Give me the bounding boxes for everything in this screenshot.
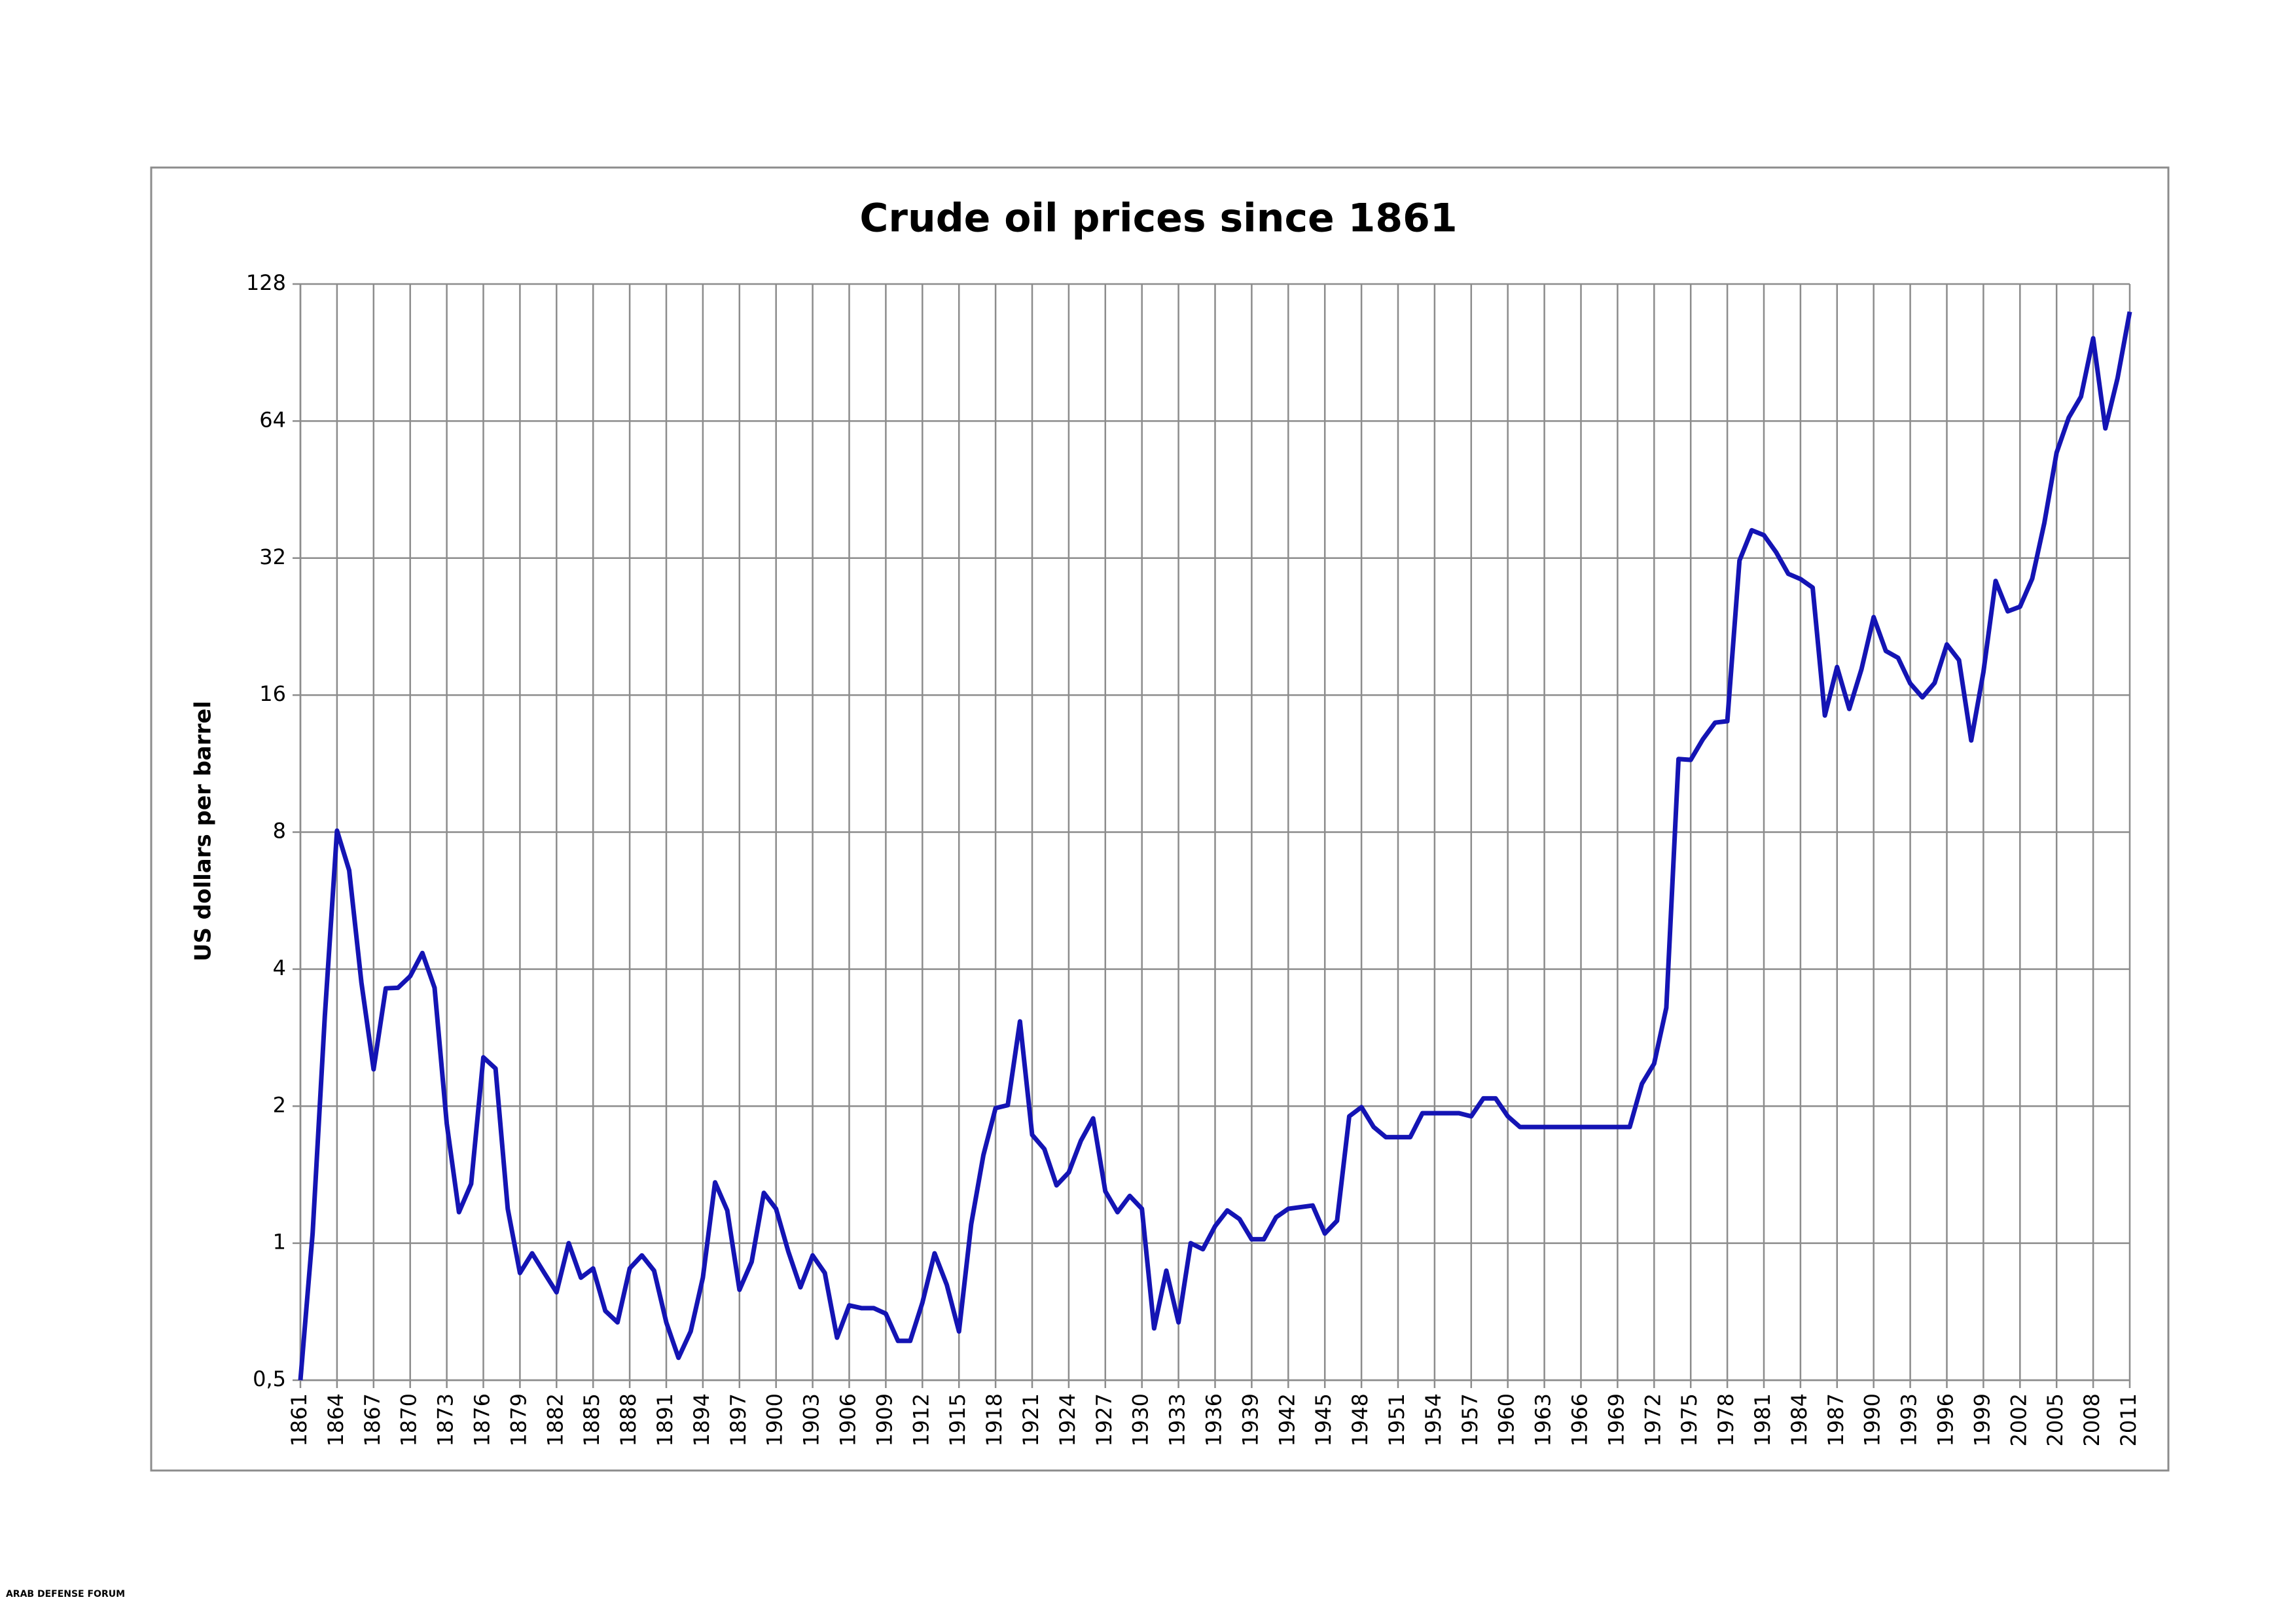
y-tick-label: 64 [259,407,286,432]
x-tick-label: 2002 [2006,1393,2031,1446]
y-tick-label: 1 [273,1230,286,1255]
watermark: ARAB DEFENSE FORUM [6,1589,125,1599]
x-tick-label: 1894 [689,1393,714,1446]
x-tick-label: 1864 [323,1393,348,1446]
x-tick-label: 1939 [1238,1393,1263,1446]
x-tick-label: 1891 [653,1393,677,1446]
x-tick-label: 1945 [1311,1393,1336,1446]
x-tick-label: 1882 [543,1393,567,1446]
x-tick-label: 1942 [1274,1393,1299,1446]
x-tick-label: 1990 [1860,1393,1885,1446]
x-tick-label: 1978 [1713,1393,1738,1446]
x-tick-label: 1918 [982,1393,1007,1446]
x-tick-label: 1885 [579,1393,604,1446]
x-tick-label: 2008 [2079,1393,2104,1446]
x-tick-label: 1921 [1018,1393,1043,1446]
x-tick-label: 1906 [836,1393,861,1446]
x-tick-label: 1861 [287,1393,312,1446]
x-tick-label: 1984 [1787,1393,1812,1446]
y-tick-label: 0,5 [253,1366,286,1391]
x-tick-label: 1915 [945,1393,970,1446]
x-tick-label: 1951 [1384,1393,1409,1446]
y-tick-label: 2 [273,1092,286,1117]
x-tick-label: 1993 [1897,1393,1922,1446]
x-tick-label: 1933 [1165,1393,1190,1446]
x-tick-label: 1996 [1933,1393,1958,1446]
x-tick-label: 1954 [1421,1393,1446,1446]
x-tick-label: 1960 [1494,1393,1519,1446]
x-tick-label: 2011 [2116,1393,2141,1446]
x-tick-label: 1888 [616,1393,641,1446]
x-tick-label: 1897 [726,1393,751,1446]
x-tick-label: 1903 [799,1393,824,1446]
y-tick-label: 32 [259,544,286,569]
y-tick-label: 8 [273,819,286,844]
x-tick-label: 1873 [433,1393,458,1446]
y-tick-label: 128 [246,270,286,295]
y-tick-label: 4 [273,955,286,980]
x-tick-label: 1876 [470,1393,495,1446]
x-tick-label: 2005 [2043,1393,2068,1446]
y-tick-label: 16 [259,681,286,706]
x-tick-label: 1936 [1202,1393,1227,1446]
x-tick-label: 1870 [397,1393,422,1446]
x-tick-label: 1957 [1458,1393,1482,1446]
x-tick-label: 1966 [1568,1393,1592,1446]
x-tick-label: 1912 [908,1393,933,1446]
x-tick-label: 1999 [1969,1393,1994,1446]
x-tick-label: 1927 [1092,1393,1117,1446]
x-tick-label: 1972 [1640,1393,1665,1446]
x-tick-label: 1963 [1531,1393,1556,1446]
x-tick-label: 1909 [872,1393,897,1446]
x-tick-label: 1930 [1128,1393,1153,1446]
x-tick-label: 1900 [762,1393,787,1446]
chart-frame [150,166,2170,1472]
x-tick-label: 1975 [1677,1393,1702,1446]
x-tick-label: 1879 [506,1393,531,1446]
y-axis-label: US dollars per barrel [190,701,217,961]
x-tick-label: 1867 [360,1393,385,1446]
x-tick-label: 1948 [1348,1393,1372,1446]
x-tick-label: 1981 [1750,1393,1775,1446]
data-line [298,311,2132,1381]
chart-title: Crude oil prices since 1861 [859,196,1457,241]
x-tick-label: 1924 [1055,1393,1080,1446]
x-tick-label: 1969 [1604,1393,1628,1446]
x-tick-label: 1987 [1823,1393,1848,1446]
